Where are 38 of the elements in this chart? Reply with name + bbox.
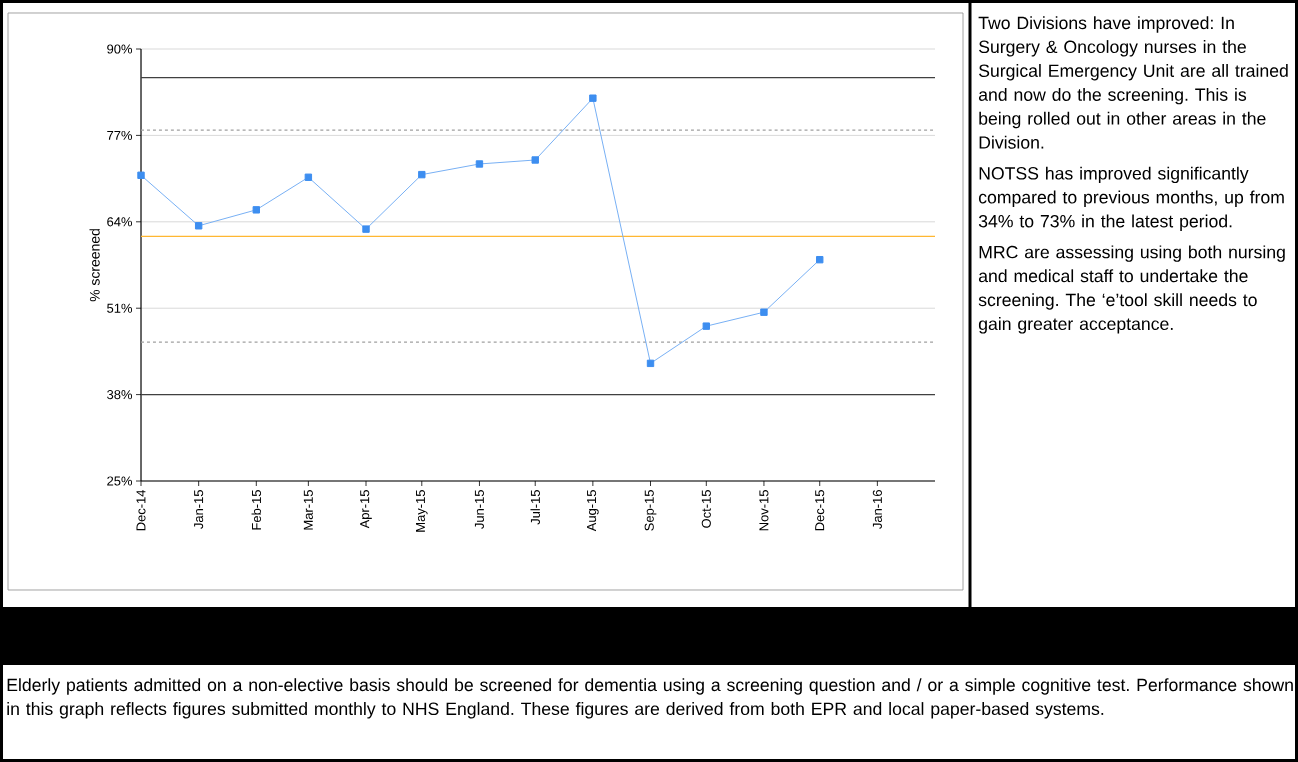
x-tick-label: Oct-15 — [701, 490, 711, 528]
y-tick-label: 38% — [107, 390, 133, 400]
x-tick-label: Apr-15 — [360, 490, 372, 529]
x-tick-label: Jan-15 — [194, 490, 204, 529]
y-tick-label: 51% — [107, 303, 133, 313]
x-tick-label: Dec-14 — [136, 489, 146, 531]
point — [194, 222, 203, 230]
point — [589, 94, 597, 102]
point — [760, 308, 768, 316]
point — [304, 173, 313, 181]
point — [531, 156, 539, 164]
point — [816, 255, 824, 264]
y-tick-label: 25% — [107, 476, 133, 486]
text: Elderly patients admitted on a non-elective basis should be screened for dementia using a screening question and / or a simple cognitive test. Performance shown in this graph reflects figures submitted monthly to NHS England. These figures are derived from both EPR and local paper-based systems. — [7, 678, 1293, 719]
x-tick-label: Jan-16 — [872, 490, 882, 529]
x-tick-label: Jun-15 — [474, 490, 484, 529]
x-tick-label: Mar-15 — [303, 490, 313, 530]
point — [475, 160, 484, 168]
x-tick-label: Aug-15 — [587, 490, 599, 532]
point — [702, 322, 710, 330]
point — [418, 170, 426, 179]
x-tick-label: Sep-15 — [644, 490, 657, 531]
x-tick-label: Nov-15 — [759, 490, 769, 531]
point — [646, 359, 655, 368]
x-tick-label: May-15 — [416, 490, 428, 532]
y-tick-label: 77% — [107, 130, 133, 140]
y-tick-label: 64% — [107, 217, 133, 227]
text: Two Divisions have improved: In Surgery & Oncology nurses in the Surgical Emergency Unit are all trained and now do the screening. This is being rolled out in other areas in the Division. — [978, 16, 1288, 149]
x-tick-label: Feb-15 — [251, 490, 262, 530]
y-tick-label: 90% — [107, 44, 133, 54]
text: NOTSS has improved significantly compared to previous months, up from 34% to 73% in the latest period. — [978, 166, 1284, 231]
point — [137, 171, 145, 179]
x-tick-label: Jul-15 — [530, 490, 540, 525]
text: MRC are assessing using both nursing and medical staff to undertake the screening. The ‘e’tool skill needs to gain greater acceptance. — [978, 245, 1285, 334]
point — [362, 225, 370, 233]
y-axis-title: % screened — [89, 229, 100, 302]
x-tick-label: Dec-15 — [815, 490, 825, 531]
point — [252, 206, 260, 214]
